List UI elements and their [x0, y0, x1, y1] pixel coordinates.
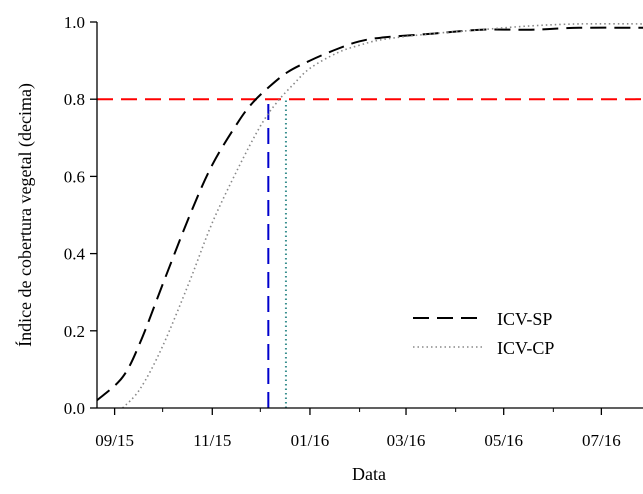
x-tick-label: 05/16: [484, 431, 523, 450]
series-layer: [97, 22, 643, 408]
x-tick-label: 11/15: [193, 431, 231, 450]
y-axis-label: Índice de cobertura vegetal (decima): [14, 83, 36, 347]
y-tick-label: 0.8: [64, 90, 85, 109]
reference-lines: [97, 98, 643, 408]
x-tick-label: 01/16: [291, 431, 330, 450]
legend: ICV-SP ICV-CP: [413, 309, 554, 358]
x-axis-label: Data: [352, 464, 386, 484]
legend-label-icv-sp: ICV-SP: [497, 309, 552, 329]
x-tick-label: 07/16: [582, 431, 621, 450]
y-tick-label: 0.6: [64, 167, 85, 186]
axes: 0.0 0.2 0.4 0.6 0.8 1.0 09/15 11/15 01/16 03/16 05…: [64, 13, 643, 450]
y-tick-label: 1.0: [64, 13, 85, 32]
series-line-icv-cp: [122, 22, 643, 408]
series-line-icv-sp: [97, 26, 643, 402]
y-tick-label: 0.0: [64, 399, 85, 418]
x-tick-label: 09/15: [95, 431, 134, 450]
x-tick-label: 03/16: [387, 431, 426, 450]
legend-label-icv-cp: ICV-CP: [497, 338, 554, 358]
y-tick-label: 0.4: [64, 245, 86, 264]
y-tick-label: 0.2: [64, 322, 85, 341]
